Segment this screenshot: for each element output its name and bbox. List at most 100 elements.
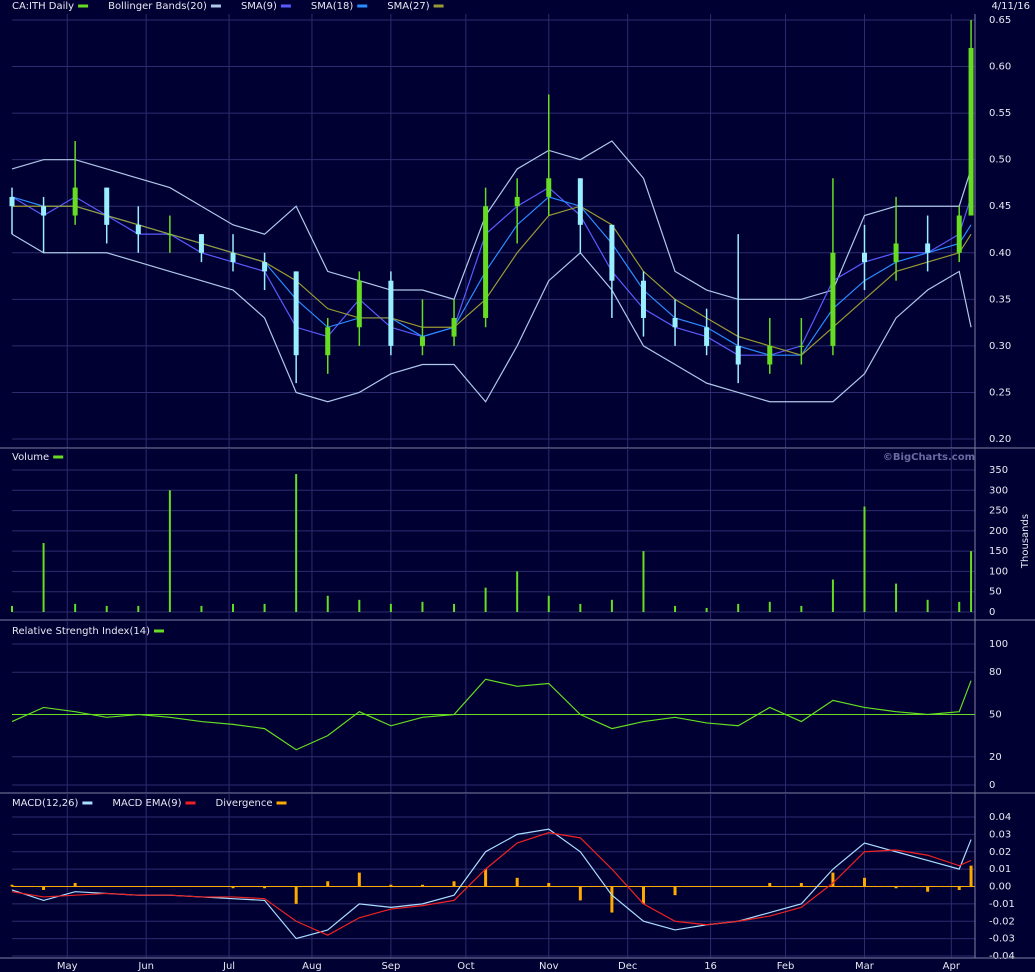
volume-bar: [610, 599, 613, 612]
volume-bar: [263, 603, 266, 612]
candle-body: [230, 252, 236, 263]
volume-bar: [295, 474, 298, 612]
y-tick-label: 0.20: [989, 434, 1011, 445]
divergence-bar: [831, 872, 835, 887]
volume-bar: [926, 599, 929, 612]
candle-body: [609, 224, 615, 281]
macd-line: [11, 832, 972, 936]
legend-swatch: [210, 4, 221, 8]
divergence-bar: [73, 883, 77, 887]
volume-bar: [579, 603, 582, 612]
divergence-bar: [389, 884, 393, 887]
y-tick-label: 150: [989, 546, 1008, 557]
candle-body: [293, 271, 299, 356]
divergence-bar: [894, 886, 898, 889]
y-tick-label: 100: [989, 566, 1008, 577]
legend-label: MACD EMA(9): [112, 798, 181, 809]
divergence-bar: [641, 886, 645, 904]
candle-body: [735, 345, 741, 365]
divergence-bar: [326, 881, 330, 887]
x-tick-label: Jun: [137, 961, 154, 972]
y-axis-label: Thousands: [1020, 514, 1031, 569]
candle-body: [893, 243, 899, 263]
y-tick-label: 0.03: [989, 829, 1011, 840]
volume-bar: [11, 605, 13, 612]
legend-swatch: [185, 801, 196, 805]
volume-bar: [326, 595, 329, 612]
credit: ©BigCharts.com: [883, 452, 975, 463]
candle-body: [356, 280, 362, 328]
legend-swatch: [53, 455, 64, 459]
x-tick-label: Apr: [943, 961, 961, 972]
divergence-bar: [799, 883, 803, 887]
legend-swatch: [78, 4, 89, 8]
candle-body: [41, 206, 47, 216]
legend-label: Divergence: [216, 798, 273, 809]
y-tick-label: 0.65: [989, 15, 1011, 26]
divergence-bar: [969, 865, 973, 887]
legend-label: CA:ITH Daily: [12, 1, 74, 12]
rsi-line: [11, 678, 972, 751]
legend-swatch: [357, 4, 368, 8]
y-tick-label: 0.40: [989, 248, 1011, 259]
y-tick-label: 0.55: [989, 108, 1011, 119]
indicator-line: [11, 233, 972, 403]
volume-bar: [137, 605, 140, 612]
y-tick-label: 250: [989, 506, 1008, 517]
volume-bar: [547, 595, 550, 612]
y-tick-label: 0.02: [989, 847, 1011, 858]
y-tick-label: 0: [989, 780, 995, 791]
y-tick-label: 20: [989, 752, 1002, 763]
candle-body: [451, 317, 457, 337]
candle-body: [104, 187, 110, 225]
indicator-line: [12, 205, 972, 356]
divergence-bar: [547, 883, 551, 887]
divergence-bar: [673, 886, 677, 896]
x-tick-label: May: [57, 961, 78, 972]
volume-bar: [168, 490, 171, 612]
volume-bar: [895, 583, 898, 612]
x-tick-label: Oct: [457, 961, 474, 972]
candle-body: [767, 345, 773, 365]
legend-swatch: [82, 801, 93, 805]
volume-bar: [737, 603, 740, 612]
candle-body: [262, 262, 268, 272]
candle-body: [325, 327, 331, 356]
candle-body: [72, 187, 78, 216]
divergence-bar: [610, 886, 614, 913]
volume-bar: [831, 579, 834, 612]
y-tick-label: -0.03: [989, 934, 1015, 945]
candle-body: [672, 317, 678, 328]
legend-label: Relative Strength Index(14): [12, 626, 150, 637]
divergence-bar: [231, 886, 235, 889]
y-tick-label: 0.25: [989, 387, 1011, 398]
candle-body: [798, 345, 804, 347]
volume-bar: [42, 543, 45, 612]
volume-bar: [74, 603, 77, 612]
candle-body: [968, 47, 974, 216]
volume-bar: [768, 601, 771, 612]
legend-label: SMA(18): [311, 1, 353, 12]
y-tick-label: 350: [989, 465, 1008, 476]
legend-label: MACD(12,26): [12, 798, 79, 809]
volume-bar: [958, 601, 961, 612]
y-tick-label: -0.02: [989, 916, 1015, 927]
x-tick-label: Feb: [777, 961, 795, 972]
legend-label: Volume: [12, 452, 49, 463]
legend-swatch: [276, 801, 287, 805]
y-tick-label: 200: [989, 526, 1008, 537]
volume-bar: [358, 599, 361, 612]
volume-bar: [863, 506, 866, 612]
x-tick-label: Sep: [381, 961, 400, 972]
y-tick-label: 0.60: [989, 62, 1011, 73]
volume-bar: [800, 605, 803, 612]
y-tick-label: 0.04: [989, 812, 1011, 823]
legend-swatch: [433, 4, 444, 8]
y-tick-label: 0.50: [989, 155, 1011, 166]
legend-label: Bollinger Bands(20): [108, 1, 207, 12]
volume-bar: [453, 603, 456, 612]
y-tick-label: 0.35: [989, 294, 1011, 305]
candle-body: [9, 196, 15, 207]
